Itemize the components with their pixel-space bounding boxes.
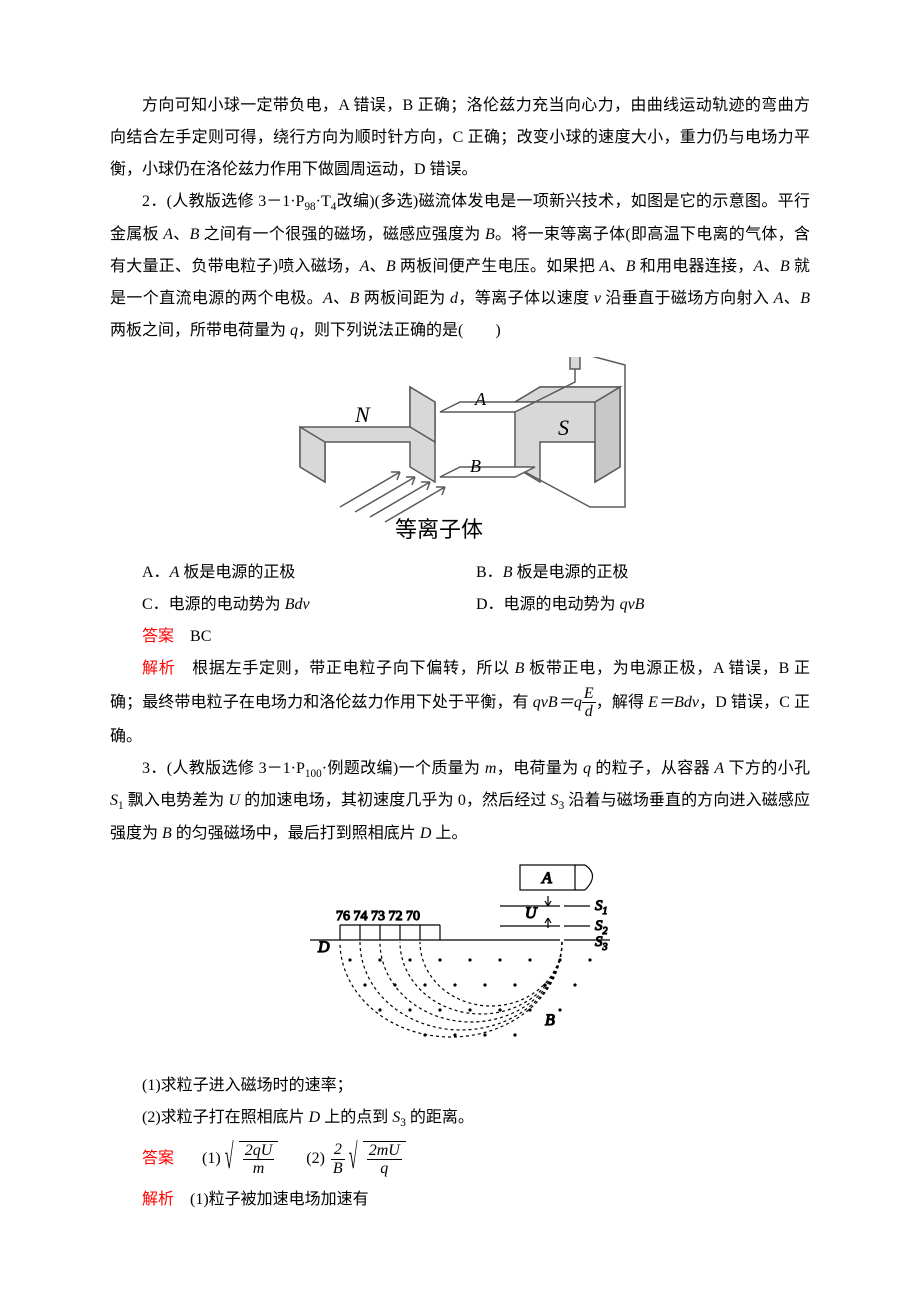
q2-answer: 答案 BC xyxy=(110,621,810,653)
q2-options-row2: C．电源的电动势为 Bdv D．电源的电动势为 qvB xyxy=(142,589,810,621)
q2-option-b: B．B 板是电源的正极 xyxy=(476,557,810,589)
label-plate-A: A xyxy=(474,389,487,409)
q2-option-a: A．A 板是电源的正极 xyxy=(142,557,476,589)
label-plasma: 等离子体 xyxy=(395,517,483,542)
q3-stem: 3．(人教版选修 3－1·P100·例题改编)一个质量为 m，电荷量为 q 的粒… xyxy=(110,753,810,850)
label-S: S xyxy=(558,415,569,440)
q2-options-row1: A．A 板是电源的正极 B．B 板是电源的正极 xyxy=(142,557,810,589)
q3-figure: A U S1 S2 S3 76 74 73 72 70 D xyxy=(110,860,810,1060)
q3-explanation: 解析 (1)粒子被加速电场加速有 xyxy=(110,1184,810,1216)
mhd-generator-diagram: N S A B 等离子体 xyxy=(280,357,640,547)
svg-text:A: A xyxy=(541,870,552,887)
label-N: N xyxy=(354,402,371,427)
q3-sub1: (1)求粒子进入磁场时的速率； xyxy=(110,1070,810,1102)
svg-text:D: D xyxy=(317,939,330,956)
q2-option-c: C．电源的电动势为 Bdv xyxy=(142,589,476,621)
svg-text:B: B xyxy=(545,1012,555,1029)
svg-text:U: U xyxy=(525,905,538,922)
mass-spectrometer-diagram: A U S1 S2 S3 76 74 73 72 70 D xyxy=(270,860,650,1060)
q2-figure: N S A B 等离子体 xyxy=(110,357,810,547)
svg-text:76 74 73 72 70: 76 74 73 72 70 xyxy=(336,909,420,924)
q2-explanation: 解析 根据左手定则，带正电粒子向下偏转，所以 B 板带正电，为电源正极，A 错误… xyxy=(110,653,810,753)
svg-text:S1: S1 xyxy=(595,898,608,917)
paragraph-continuation: 方向可知小球一定带负电，A 错误，B 正确；洛伦兹力充当向心力，由曲线运动轨迹的… xyxy=(110,90,810,186)
label-plate-B: B xyxy=(470,456,481,476)
q3-answer: 答案 (1) 2qUm (2) 2B 2mUq xyxy=(142,1141,810,1178)
q2-option-d: D．电源的电动势为 qvB xyxy=(476,589,810,621)
q3-sub2: (2)求粒子打在照相底片 D 上的点到 S3 的距离。 xyxy=(110,1102,810,1135)
q2-stem: 2．(人教版选修 3－1·P98·T4改编)(多选)磁流体发电是一项新兴技术，如… xyxy=(110,186,810,347)
